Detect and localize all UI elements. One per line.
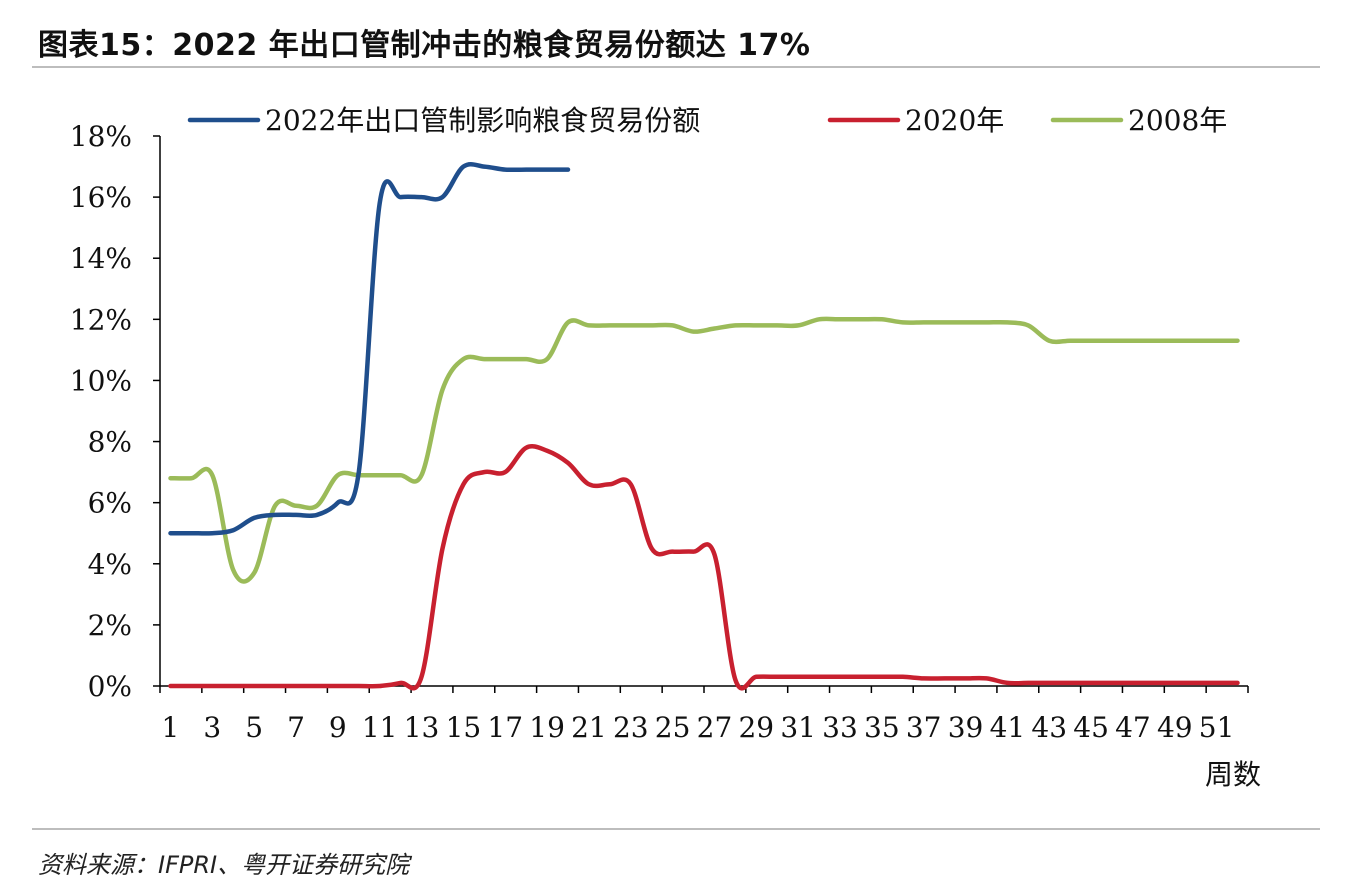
line-chart: 0%2%4%6%8%10%12%14%16%18%1 3 5 7 9 11 13 15 17 19… xyxy=(70,104,1261,791)
legend-label-2: 2008年 xyxy=(1128,104,1227,137)
x-tick-label: 37 xyxy=(906,711,942,744)
x-tick-label: 9 xyxy=(329,711,347,744)
y-tick-label: 10% xyxy=(70,364,132,397)
y-tick-label: 14% xyxy=(70,242,132,275)
x-tick-label: 25 xyxy=(655,711,691,744)
x-tick-label: 29 xyxy=(738,711,774,744)
x-tick-label: 45 xyxy=(1073,711,1109,744)
series-line-2 xyxy=(168,316,1240,584)
x-tick-label: 31 xyxy=(780,711,816,744)
x-tick-label: 21 xyxy=(571,711,607,744)
x-tick-label: 17 xyxy=(487,711,523,744)
x-tick-label: 15 xyxy=(446,711,482,744)
source-note: 资料来源：IFPRI、粤开证券研究院 xyxy=(38,851,410,879)
x-tick-label: 13 xyxy=(404,711,440,744)
x-tick-label: 11 xyxy=(362,711,398,744)
x-tick-label: 49 xyxy=(1157,711,1193,744)
y-tick-label: 12% xyxy=(70,303,132,336)
title-divider xyxy=(32,66,1320,68)
x-tick-label: 23 xyxy=(613,711,649,744)
x-tick-label: 41 xyxy=(990,711,1026,744)
x-tick-label: 1 xyxy=(162,711,180,744)
x-tick-label: 5 xyxy=(245,711,263,744)
series-line-1 xyxy=(168,444,1240,691)
y-tick-label: 4% xyxy=(88,548,132,581)
y-tick-label: 6% xyxy=(88,487,132,520)
legend-label-1: 2020年 xyxy=(905,104,1004,137)
y-tick-label: 8% xyxy=(88,426,132,459)
x-tick-label: 35 xyxy=(864,711,900,744)
y-tick-label: 0% xyxy=(88,670,132,703)
y-tick-label: 2% xyxy=(88,609,132,642)
legend-label-0: 2022年出口管制影响粮食贸易份额 xyxy=(265,104,700,137)
chart-title: 图表15：2022 年出口管制冲击的粮食贸易份额达 17% xyxy=(38,28,811,63)
x-tick-label: 51 xyxy=(1199,711,1235,744)
x-tick-label: 19 xyxy=(529,711,565,744)
x-axis-title: 周数 xyxy=(1205,758,1261,791)
x-tick-label: 39 xyxy=(948,711,984,744)
source-divider xyxy=(32,828,1320,830)
x-tick-label: 47 xyxy=(1115,711,1151,744)
x-tick-label: 33 xyxy=(822,711,858,744)
series-line-0 xyxy=(168,161,571,536)
x-tick-label: 27 xyxy=(697,711,733,744)
x-tick-label: 43 xyxy=(1031,711,1067,744)
x-tick-label: 3 xyxy=(203,711,221,744)
y-tick-label: 18% xyxy=(70,120,132,153)
y-tick-label: 16% xyxy=(70,181,132,214)
x-tick-label: 7 xyxy=(287,711,305,744)
